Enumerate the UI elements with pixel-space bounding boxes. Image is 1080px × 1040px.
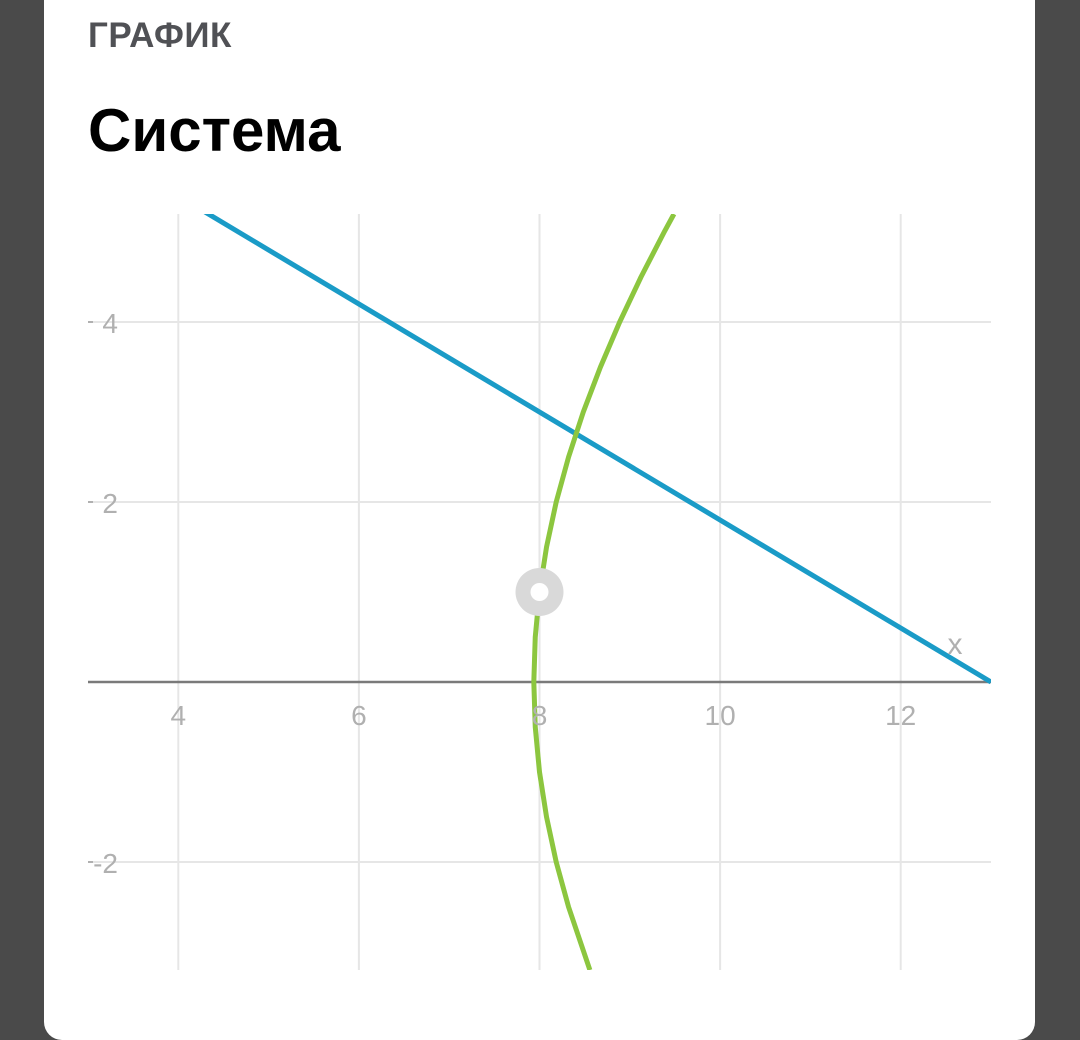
intersection-point	[530, 583, 549, 601]
x-tick-label: 8	[532, 700, 548, 731]
y-tick-label: -2	[93, 848, 118, 879]
x-tick-label: 10	[705, 700, 736, 731]
chart: 4 6 8 10 12 -2 2 4 x	[88, 214, 991, 970]
x-tick-label: 12	[885, 700, 916, 731]
x-tick-label: 6	[351, 700, 367, 731]
chart-title: Система	[88, 97, 341, 164]
x-axis-label: x	[948, 628, 963, 661]
x-tick-label: 4	[171, 700, 187, 731]
y-tick-label: 2	[102, 488, 118, 519]
series-1-line	[203, 214, 991, 685]
y-tick-label: 4	[102, 308, 118, 339]
section-kicker: ГРАФИК	[88, 16, 232, 55]
